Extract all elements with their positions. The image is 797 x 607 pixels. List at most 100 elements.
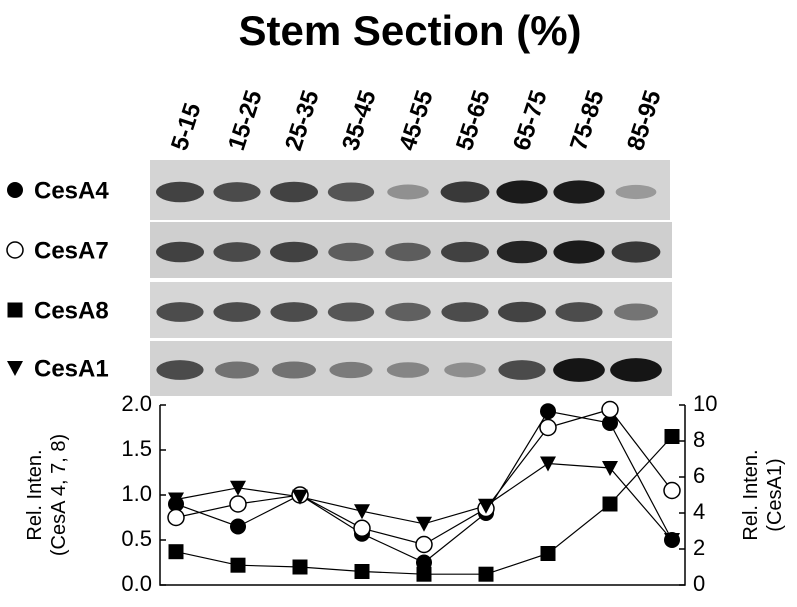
legend-label: CesA7 bbox=[34, 237, 109, 264]
y2-axis-label-line: (CesA1) bbox=[764, 458, 786, 531]
blot-band bbox=[156, 302, 204, 322]
point bbox=[230, 557, 246, 573]
marker bbox=[7, 182, 23, 198]
blot-band bbox=[553, 358, 605, 382]
legend-label: CesA8 bbox=[34, 297, 109, 324]
blot-band bbox=[270, 181, 318, 203]
marker bbox=[7, 361, 23, 376]
blot-band bbox=[272, 361, 316, 379]
blot-band bbox=[440, 181, 490, 203]
point bbox=[416, 554, 432, 571]
point bbox=[292, 489, 308, 505]
lane-label: 35-45 bbox=[337, 87, 382, 154]
blot-band bbox=[553, 180, 605, 204]
marker bbox=[7, 302, 23, 318]
y-axis-label-line: (CesA 4, 7, 8) bbox=[48, 434, 70, 556]
y2-tick-label: 10 bbox=[693, 391, 717, 416]
point bbox=[416, 566, 432, 582]
blot-band bbox=[156, 360, 204, 380]
blot-band bbox=[385, 242, 431, 262]
blot-band bbox=[441, 302, 489, 322]
y-tick-label: 1.0 bbox=[121, 481, 152, 506]
legend-label: CesA4 bbox=[34, 177, 109, 204]
point bbox=[602, 461, 618, 476]
blot-band bbox=[496, 240, 548, 264]
blot-band bbox=[441, 241, 489, 263]
y-tick-label: 0.5 bbox=[121, 526, 152, 551]
point bbox=[539, 418, 557, 437]
y-axis-label-line: Rel. Inten. bbox=[24, 449, 46, 540]
point bbox=[168, 544, 184, 560]
point bbox=[664, 533, 680, 548]
point bbox=[167, 508, 185, 527]
blot-band bbox=[329, 361, 373, 379]
blot-band bbox=[611, 241, 661, 263]
y-tick-label: 1.5 bbox=[121, 436, 152, 461]
blot-band bbox=[386, 362, 430, 378]
point bbox=[602, 496, 618, 512]
series-line bbox=[175, 436, 673, 575]
lane-label: 5-15 bbox=[166, 100, 207, 154]
blot-band bbox=[215, 361, 259, 379]
point bbox=[540, 456, 556, 472]
point bbox=[664, 429, 680, 444]
point bbox=[353, 519, 371, 538]
point bbox=[602, 415, 618, 431]
lane-label: 15-25 bbox=[223, 87, 268, 154]
blot-band bbox=[327, 302, 375, 322]
blot-band bbox=[213, 242, 261, 262]
y2-axis-label: Rel. Inten. (CesA1) bbox=[740, 449, 786, 540]
lane-label: 45-55 bbox=[394, 87, 439, 154]
legend-label: CesA1 bbox=[34, 355, 109, 382]
y2-tick-label: 8 bbox=[693, 427, 705, 452]
blot-band bbox=[498, 301, 546, 323]
point bbox=[478, 498, 494, 514]
point bbox=[168, 492, 184, 508]
point bbox=[230, 480, 246, 496]
lane-label: 55-65 bbox=[451, 87, 496, 154]
blot-band bbox=[496, 180, 548, 204]
y2-tick-label: 0 bbox=[693, 571, 705, 596]
chart-title: Stem Section (%) bbox=[238, 7, 581, 54]
point bbox=[540, 546, 556, 561]
point bbox=[601, 400, 619, 419]
blot-band bbox=[553, 240, 605, 264]
point bbox=[354, 504, 370, 520]
lane-label: 65-75 bbox=[508, 87, 553, 154]
y2-tick-label: 4 bbox=[693, 499, 705, 524]
point bbox=[478, 566, 494, 582]
point bbox=[354, 564, 370, 579]
blot-band bbox=[615, 184, 657, 200]
blot-band bbox=[327, 182, 375, 202]
blot-band bbox=[498, 360, 546, 380]
point bbox=[416, 516, 432, 532]
blot-band bbox=[213, 182, 261, 202]
lane-label: 75-85 bbox=[565, 87, 610, 154]
blot-band bbox=[328, 242, 374, 262]
lane-label: 25-35 bbox=[280, 87, 325, 154]
blot-band bbox=[387, 184, 429, 200]
y-axis-label: Rel. Inten. (CesA 4, 7, 8) bbox=[24, 434, 70, 556]
blot-band bbox=[213, 302, 261, 322]
y2-axis-label-line: Rel. Inten. bbox=[740, 449, 762, 540]
y-tick-label: 2.0 bbox=[121, 391, 152, 416]
point bbox=[292, 559, 308, 575]
blot-band bbox=[156, 241, 204, 263]
y2-tick-label: 2 bbox=[693, 535, 705, 560]
point bbox=[230, 518, 246, 535]
blot-band bbox=[385, 302, 431, 322]
y-tick-label: 0.0 bbox=[121, 571, 152, 596]
point bbox=[415, 535, 433, 554]
blot-band bbox=[156, 181, 204, 203]
point bbox=[663, 481, 681, 500]
blot-band bbox=[555, 302, 603, 322]
blot-band bbox=[444, 362, 486, 378]
point bbox=[229, 495, 247, 513]
marker bbox=[6, 241, 24, 259]
lane-label: 85-95 bbox=[622, 87, 667, 154]
point bbox=[540, 403, 556, 420]
blot-band bbox=[270, 241, 318, 263]
y2-tick-label: 6 bbox=[693, 463, 705, 488]
blot-band bbox=[614, 303, 658, 321]
